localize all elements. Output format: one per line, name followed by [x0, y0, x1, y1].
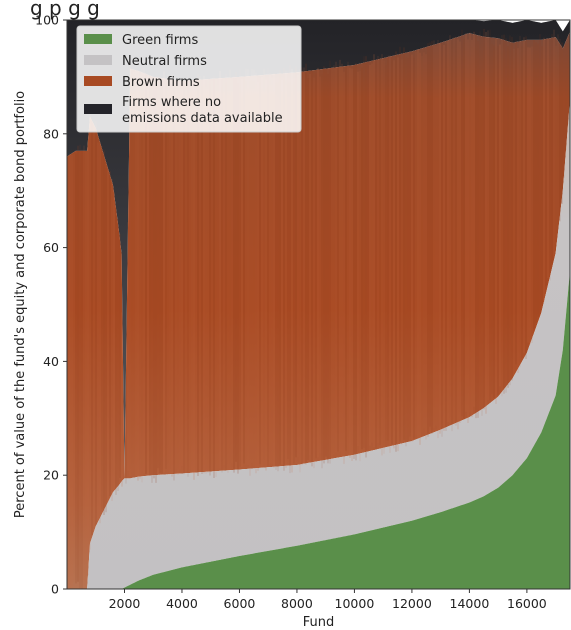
legend-swatch-brown [84, 76, 112, 86]
x-tick-label: 12000 [392, 596, 432, 611]
legend-box [76, 25, 302, 133]
legend-swatch-no-data [84, 104, 112, 114]
chart-title-fragment: g p g g [30, 0, 100, 20]
legend-swatch-neutral [84, 55, 112, 65]
x-tick-label: 10000 [335, 596, 375, 611]
x-tick-label: 16000 [507, 596, 547, 611]
x-tick-label: 2000 [109, 596, 141, 611]
legend-label-no-data: Firms where no emissions data available [122, 95, 283, 126]
y-tick-label: 100 [35, 13, 59, 28]
area-neutral-firms [67, 99, 570, 589]
area-green-firms [67, 270, 570, 589]
x-axis: 2000 4000 6000 8000 10000 12000 14000 16000 [109, 589, 547, 611]
y-tick-label: 40 [43, 354, 59, 369]
legend-label-brown: Brown firms [122, 75, 200, 90]
plot-area [67, 20, 570, 589]
x-axis-label: Fund [303, 615, 335, 630]
y-tick-label: 20 [43, 468, 59, 483]
x-tick-label: 4000 [166, 596, 198, 611]
y-axis-label: Percent of value of the fund's equity an… [13, 91, 28, 518]
legend-label-green: Green firms [122, 33, 198, 48]
x-tick-label: 14000 [450, 596, 490, 611]
area-brown-firms [67, 31, 570, 589]
plot-frame [66, 19, 571, 590]
x-tick-label: 8000 [281, 596, 313, 611]
y-tick-label: 0 [51, 582, 59, 597]
legend: Green firms Neutral firms Brown firms Fi… [76, 25, 302, 133]
legend-swatch-green [84, 34, 112, 44]
y-tick-label: 60 [43, 240, 59, 255]
legend-label-neutral: Neutral firms [122, 54, 207, 69]
series-texture [67, 28, 569, 589]
y-tick-label: 80 [43, 126, 59, 141]
x-tick-label: 6000 [224, 596, 256, 611]
y-axis: 0 20 40 60 80 100 [35, 13, 67, 597]
